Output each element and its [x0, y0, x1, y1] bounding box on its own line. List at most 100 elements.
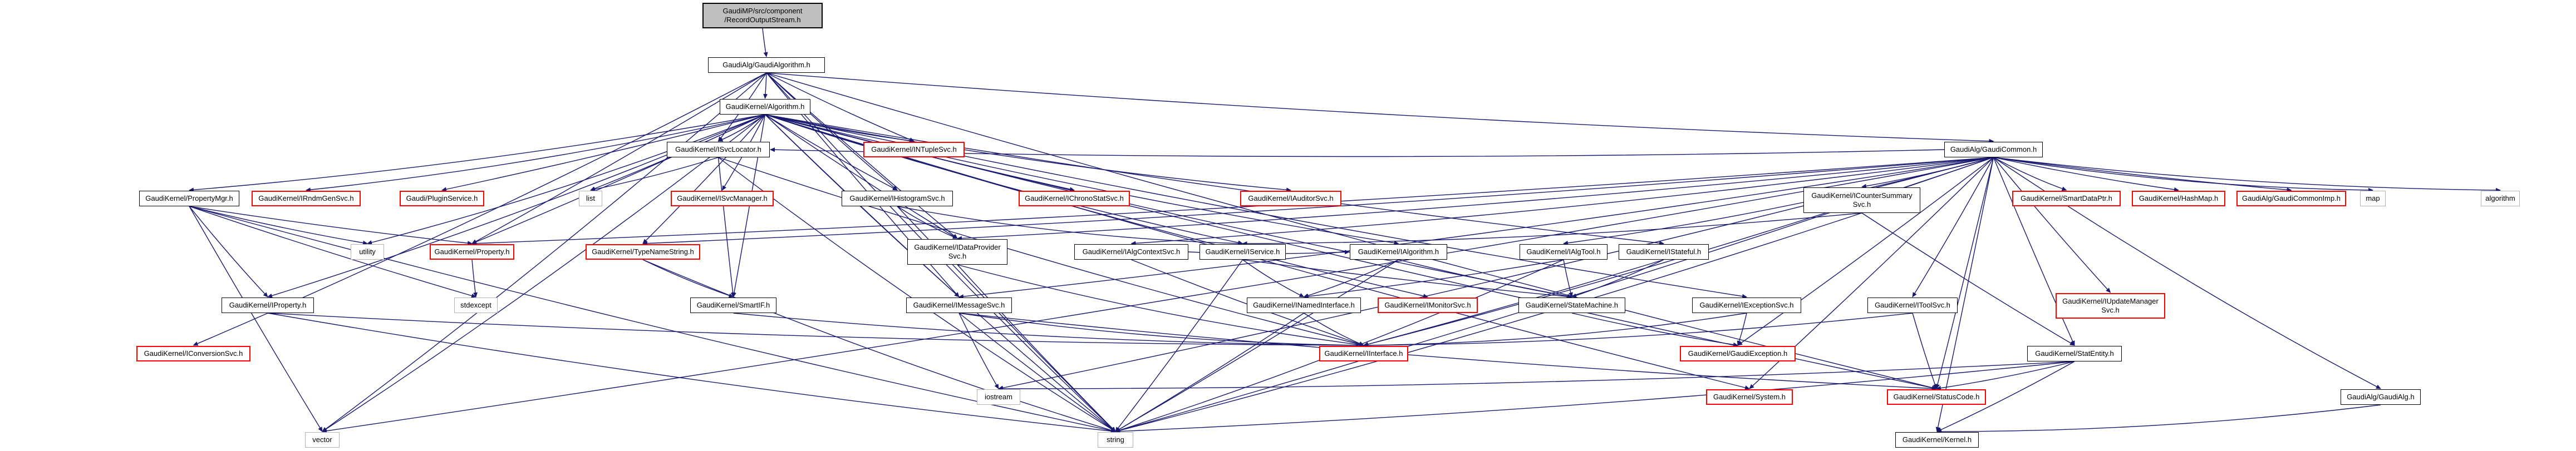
edge-idataprovidersvc-to-iinterface — [957, 264, 1364, 347]
node-iinterface[interactable]: GaudiKernel/IInterface.h — [1319, 346, 1408, 361]
node-smartif[interactable]: GaudiKernel/SmartIF.h — [690, 298, 776, 313]
edge-gaudicommon-to-smartdataptr — [1993, 157, 2067, 191]
node-system[interactable]: GaudiKernel/System.h — [1706, 389, 1793, 405]
edge-statemachine-to-gaudiexception — [1571, 313, 1738, 347]
edge-gaudicommon-to-imessagesvc — [958, 157, 1994, 299]
node-kernel[interactable]: GaudiKernel/Kernel.h — [1895, 432, 1979, 448]
edge-propertymgr-to-vector — [189, 206, 323, 432]
node-utility[interactable]: utility — [351, 244, 384, 260]
node-imonitorsvc[interactable]: GaudiKernel/IMonitorSvc.h — [1378, 298, 1478, 313]
node-statentity[interactable]: GaudiKernel/StatEntity.h — [2027, 346, 2122, 361]
edge-gaudialg_h-to-kernel — [1936, 404, 2381, 434]
node-itoolsvc[interactable]: GaudiKernel/IToolSvc.h — [1867, 298, 1958, 313]
edge-gaudicommon-to-vector — [322, 157, 1994, 433]
node-pluginservice[interactable]: Gaudi/PluginService.h — [400, 191, 484, 206]
node-idataprovidersvc[interactable]: GaudiKernel/IDataProvider Svc.h — [907, 239, 1007, 265]
edge-ialgorithm-to-statemachine — [1398, 259, 1572, 299]
edge-ialgtool-to-statemachine — [1563, 259, 1573, 298]
node-iproperty[interactable]: GaudiKernel/IProperty.h — [222, 298, 314, 313]
edge-gaudialgorithm-to-idataprovidersvc — [766, 72, 958, 239]
node-intuplesvc[interactable]: GaudiKernel/INTupleSvc.h — [863, 142, 965, 157]
edge-iproperty-to-iinterface — [267, 313, 1364, 348]
node-gaudiexception[interactable]: GaudiKernel/GaudiException.h — [1680, 346, 1796, 361]
edge-algorithm_h-to-typenamestring — [642, 114, 766, 244]
edge-imessagesvc-to-iostream — [958, 313, 999, 389]
node-propertymgr[interactable]: GaudiKernel/PropertyMgr.h — [139, 191, 239, 206]
edge-root-to-gaudialgorithm — [762, 28, 768, 57]
edge-ialgtool-to-inamedinterface — [1303, 259, 1564, 299]
edge-gaudialgorithm-to-property — [471, 72, 767, 244]
node-ialgtool[interactable]: GaudiKernel/IAlgTool.h — [1520, 244, 1607, 260]
edge-isvclocator-to-iinterface — [718, 157, 1364, 346]
edge-ialgorithm-to-string — [1115, 259, 1399, 432]
edge-isvclocator-to-list — [590, 157, 719, 192]
edge-propertymgr-to-utility — [189, 206, 368, 245]
node-gaudialg_h[interactable]: GaudiAlg/GaudiAlg.h — [2341, 389, 2421, 405]
node-hashmap[interactable]: GaudiKernel/HashMap.h — [2132, 191, 2225, 206]
node-map[interactable]: map — [2360, 191, 2386, 206]
node-algorithm_h[interactable]: GaudiKernel/Algorithm.h — [720, 99, 810, 115]
node-inamedinterface[interactable]: GaudiKernel/INamedInterface.h — [1247, 298, 1361, 313]
node-ialgcontextsvc[interactable]: GaudiKernel/IAlgContextSvc.h — [1074, 244, 1188, 260]
edge-gaudicommon-to-property — [471, 157, 1994, 246]
edge-property-to-stdexcept — [471, 259, 478, 298]
edge-algorithm_h-to-propertymgr — [189, 114, 765, 192]
edge-algorithm_h-to-idataprovidersvc — [765, 114, 958, 239]
edge-gaudialgorithm-to-gaudicommon — [766, 72, 1994, 143]
edge-gaudicommon-to-itoolsvc — [1912, 157, 1994, 298]
node-iostream[interactable]: iostream — [977, 389, 1020, 405]
edge-iproperty-to-string — [267, 313, 1116, 434]
node-ialgorithm[interactable]: GaudiKernel/IAlgorithm.h — [1350, 244, 1447, 260]
node-gaudicommon[interactable]: GaudiAlg/GaudiCommon.h — [1944, 142, 2043, 157]
edge-propertymgr-to-string — [189, 206, 1116, 433]
node-root[interactable]: GaudiMP/src/component /RecordOutputStrea… — [702, 3, 823, 28]
edge-imessagesvc-to-statuscode — [958, 313, 1937, 391]
node-iauditorsvc[interactable]: GaudiKernel/IAuditorSvc.h — [1240, 191, 1341, 206]
node-irndmgensvc[interactable]: GaudiKernel/IRndmGenSvc.h — [252, 191, 361, 206]
edge-gaudicommon-to-gaudicommonimp — [1993, 157, 2292, 192]
node-algorithm_std[interactable]: algorithm — [2481, 191, 2520, 206]
node-property[interactable]: GaudiKernel/Property.h — [430, 244, 514, 260]
edge-istateful-to-statemachine — [1571, 259, 1664, 298]
edge-iexceptionsvc-to-gaudiexception — [1737, 313, 1747, 346]
edge-gaudicommon-to-gaudiexception — [1737, 157, 1994, 346]
node-smartdataptr[interactable]: GaudiKernel/SmartDataPtr.h — [2012, 191, 2121, 206]
node-imessagesvc[interactable]: GaudiKernel/IMessageSvc.h — [906, 298, 1012, 313]
node-isvcmanager[interactable]: GaudiKernel/ISvcManager.h — [671, 191, 774, 206]
edge-iservice-to-string — [1115, 259, 1243, 432]
edge-statentity-to-statuscode — [1936, 361, 2075, 390]
node-string[interactable]: string — [1098, 432, 1133, 448]
edge-imessagesvc-to-string — [958, 313, 1116, 432]
node-iexceptionsvc[interactable]: GaudiKernel/IExceptionSvc.h — [1692, 298, 1801, 313]
edge-gaudicommon-to-statuscode — [1935, 157, 1994, 389]
edge-typenamestring-to-string — [642, 259, 1116, 433]
node-ihistogramsvc[interactable]: GaudiKernel/IHistogramSvc.h — [842, 191, 953, 206]
edge-gaudialgorithm-to-intuplesvc — [766, 72, 915, 142]
edge-iexceptionsvc-to-iinterface — [1363, 313, 1747, 348]
node-typenamestring[interactable]: GaudiKernel/TypeNameString.h — [586, 244, 700, 260]
node-gaudicommonimp[interactable]: GaudiAlg/GaudiCommonImp.h — [2236, 191, 2346, 206]
edge-algorithm_h-to-iservice — [765, 114, 1243, 245]
edge-imessagesvc-to-iinterface — [958, 313, 1364, 348]
edge-itoolsvc-to-statuscode — [1912, 313, 1938, 389]
node-list[interactable]: list — [579, 191, 602, 206]
edge-gaudicommon-to-algorithm_std — [1993, 157, 2501, 192]
edge-gaudialgorithm-to-vector — [322, 72, 767, 432]
node-vector[interactable]: vector — [305, 432, 340, 448]
node-icountersummarysvc[interactable]: GaudiKernel/ICounterSummary Svc.h — [1803, 187, 1920, 213]
node-stdexcept[interactable]: stdexcept — [454, 298, 498, 313]
node-iconversionsvc[interactable]: GaudiKernel/IConversionSvc.h — [136, 346, 250, 361]
node-gaudialgorithm[interactable]: GaudiAlg/GaudiAlgorithm.h — [708, 57, 825, 73]
node-ichronostatsvc[interactable]: GaudiKernel/IChronoStatSvc.h — [1019, 191, 1130, 206]
node-statuscode[interactable]: GaudiKernel/StatusCode.h — [1887, 389, 1986, 405]
node-statemachine[interactable]: GaudiKernel/StateMachine.h — [1518, 298, 1625, 313]
node-iupdatemanagersvc[interactable]: GaudiKernel/IUpdateManager Svc.h — [2056, 293, 2165, 319]
node-isvclocator[interactable]: GaudiKernel/ISvcLocator.h — [667, 142, 770, 157]
node-istateful[interactable]: GaudiKernel/IStateful.h — [1619, 244, 1709, 260]
edge-algorithm_h-to-vector — [322, 114, 765, 432]
edge-statentity-to-string — [1115, 361, 2075, 434]
edge-icountersummarysvc-to-string — [1115, 212, 1862, 433]
edge-algorithm_h-to-ihistogramsvc — [765, 114, 898, 191]
node-iservice[interactable]: GaudiKernel/IService.h — [1199, 244, 1286, 260]
